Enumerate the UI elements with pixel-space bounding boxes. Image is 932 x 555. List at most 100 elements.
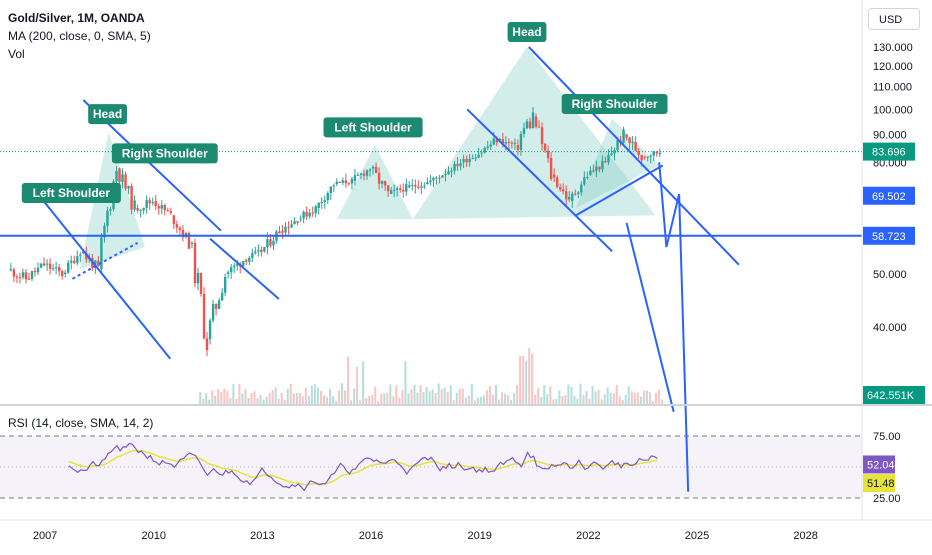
volume-bar xyxy=(443,387,446,404)
volume-bar xyxy=(353,388,356,404)
volume-bar xyxy=(440,389,443,404)
candle-body xyxy=(631,142,634,144)
volume-bar xyxy=(428,391,431,404)
volume-bar xyxy=(576,398,579,404)
projection-zig xyxy=(658,162,668,248)
candle-body xyxy=(495,138,498,143)
volume-bar xyxy=(573,396,576,404)
symbol-title[interactable]: Gold/Silver, 1M, OANDA xyxy=(8,11,145,25)
volume-bar xyxy=(537,387,540,404)
candle-body xyxy=(287,226,290,228)
volume-bar xyxy=(283,400,286,404)
candle-body xyxy=(399,188,402,190)
volume-bar xyxy=(223,388,226,404)
volume-bar xyxy=(558,390,561,404)
candle-body xyxy=(592,170,595,172)
time-tick-label: 2019 xyxy=(467,530,491,542)
hs1-neckline xyxy=(71,241,139,280)
candle-body xyxy=(106,210,109,226)
volume-bar xyxy=(332,396,335,404)
time-tick-label: 2022 xyxy=(576,530,600,542)
price-tick-label: 120.000 xyxy=(873,61,913,73)
candle-body xyxy=(583,177,586,185)
candle-body xyxy=(118,168,121,182)
volume-bar xyxy=(262,399,265,404)
volume-bar xyxy=(229,397,232,404)
volume-bar xyxy=(585,390,588,404)
volume-bar xyxy=(476,397,479,404)
volume-bar xyxy=(214,395,217,404)
volume-bar xyxy=(319,391,322,404)
candle-body xyxy=(220,292,224,301)
candle-body xyxy=(350,178,354,184)
candle-body xyxy=(302,211,305,219)
candle-body xyxy=(380,181,384,184)
candle-body xyxy=(242,261,245,267)
volume-bar xyxy=(543,385,546,404)
volume-bar xyxy=(582,394,585,404)
annotation-labels-layer[interactable]: Head Right Shoulder Left Shoulder Left Shou… xyxy=(21,22,668,204)
annotation-label-bg xyxy=(21,183,121,204)
price-tick-label: 90.000 xyxy=(873,129,907,141)
candle-body xyxy=(130,186,133,210)
volume-bar xyxy=(395,385,398,404)
candle-body xyxy=(383,181,387,186)
volume-bar xyxy=(289,383,292,404)
candle-body xyxy=(616,140,619,151)
volume-bar xyxy=(516,384,519,404)
volume-bar xyxy=(268,392,271,404)
volume-legend[interactable]: Vol xyxy=(8,47,25,61)
ma-legend[interactable]: MA (200, close, 0, SMA, 5) xyxy=(8,29,151,43)
candle-body xyxy=(607,155,610,163)
rs-neckline xyxy=(575,164,664,217)
volume-bar xyxy=(338,390,341,404)
candle-body xyxy=(308,212,311,217)
candle-body xyxy=(555,177,559,188)
channel-1-lower xyxy=(31,186,172,360)
candle-body xyxy=(39,263,43,268)
candle-body xyxy=(483,147,486,153)
volume-bar xyxy=(546,394,549,404)
candle-body xyxy=(205,338,209,351)
currency-button[interactable]: USD xyxy=(868,8,920,30)
volume-tag: 642.551K xyxy=(867,390,915,402)
price-tick-label: 110.000 xyxy=(873,82,912,94)
volume-bar xyxy=(359,400,362,404)
candle-body xyxy=(263,247,266,252)
candle-body xyxy=(76,256,79,263)
volume-bar xyxy=(292,393,295,404)
candle-body xyxy=(423,185,426,187)
volume-bar xyxy=(253,391,256,404)
volume-bar xyxy=(325,397,328,404)
volume-bar xyxy=(615,385,618,404)
candle-body xyxy=(362,173,366,176)
volume-bar xyxy=(425,386,428,404)
volume-bar xyxy=(552,399,555,404)
volume-bar xyxy=(298,392,301,404)
rsi-legend[interactable]: RSI (14, close, SMA, 14, 2) xyxy=(8,416,154,430)
volume-bar xyxy=(470,383,473,404)
volume-bar xyxy=(479,396,482,404)
candle-body xyxy=(338,181,342,183)
candle-body xyxy=(172,215,176,225)
volume-bar xyxy=(362,361,365,404)
candle-body xyxy=(643,156,646,158)
time-tick-label: 2028 xyxy=(793,530,817,542)
candle-body xyxy=(374,166,378,173)
rsi-ma-tag: 51.48 xyxy=(867,478,895,490)
candle-body xyxy=(598,166,601,170)
candle-body xyxy=(290,224,293,228)
annotation-label-bg xyxy=(323,117,423,138)
candle-body xyxy=(477,154,480,158)
candle-body xyxy=(353,175,357,181)
candle-body xyxy=(233,265,236,268)
volume-bar xyxy=(561,396,564,404)
volume-bar xyxy=(398,397,401,404)
projection-zag xyxy=(665,193,681,248)
candle-body xyxy=(60,271,64,277)
candle-body xyxy=(251,253,254,258)
candle-body xyxy=(254,251,257,254)
